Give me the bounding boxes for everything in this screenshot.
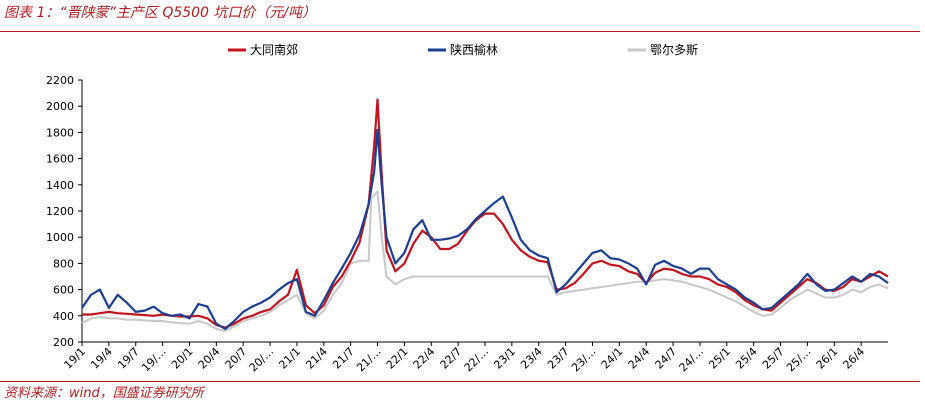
figure-title: 图表 1：“晋陕蒙”主产区 Q5500 坑口价（元/吨） (4, 5, 317, 21)
x-tick-label: 24/… (677, 345, 706, 374)
x-tick-label: 24/4 (626, 345, 653, 372)
x-tick-label: 23/4 (518, 345, 545, 372)
x-tick-label: 21/7 (330, 345, 357, 372)
x-tick-label: 25/4 (733, 345, 760, 372)
x-tick-label: 22/1 (384, 345, 411, 372)
series-line-2 (81, 128, 889, 330)
x-axis: 19/1 19/4 19/719/… 20/1 20/4 20/720/… 21/1 21/4… (61, 341, 888, 374)
coal-price-line-chart: 大同南郊 陕西榆林 鄂尔多斯 200 400 600 800 1000 1200 1400 160… (46, 42, 889, 374)
x-tick-label: 20/1 (169, 345, 196, 372)
y-tick-label: 1200 (46, 205, 74, 218)
x-tick-label: 19/4 (88, 345, 115, 372)
top-divider (0, 31, 920, 32)
x-tick-label: 22/4 (411, 345, 438, 372)
y-tick-label: 1600 (46, 153, 74, 166)
x-tick-label: 21/4 (303, 345, 330, 372)
bottom-divider (0, 381, 920, 382)
x-tick-label: 20/4 (196, 345, 223, 372)
legend-label-2: 陕西榆林 (450, 42, 498, 57)
y-tick-label: 800 (53, 257, 74, 270)
x-tick-label: 22/7 (438, 345, 465, 372)
x-tick-label: 22/… (462, 345, 491, 374)
x-tick-label: 20/… (247, 345, 276, 374)
x-tick-label: 25/1 (706, 345, 733, 372)
x-tick-label: 21/1 (276, 345, 303, 372)
x-tick-label: 23/7 (545, 345, 572, 372)
y-tick-label: 1000 (46, 231, 74, 244)
y-tick-label: 400 (53, 310, 74, 323)
y-tick-label: 1400 (46, 179, 74, 192)
y-tick-label: 600 (53, 284, 74, 297)
x-tick-label: 19/… (139, 345, 168, 374)
y-axis: 200 400 600 800 1000 1200 1400 1600 1800 2000 2200 (46, 74, 83, 349)
y-tick-label: 200 (53, 336, 74, 349)
x-tick-label: 26/4 (841, 345, 868, 372)
y-tick-label: 1800 (46, 126, 74, 139)
x-tick-label: 25/7 (760, 345, 787, 372)
x-tick-label: 23/1 (491, 345, 518, 372)
x-tick-label: 21/… (354, 345, 383, 374)
x-tick-label: 24/1 (599, 345, 626, 372)
series-line-3 (81, 190, 889, 332)
x-tick-label: 24/7 (653, 345, 680, 372)
y-tick-label: 2000 (46, 100, 74, 113)
y-tick-label: 2200 (46, 74, 74, 87)
chart-legend: 大同南郊 陕西榆林 鄂尔多斯 (228, 42, 698, 57)
x-tick-label: 25/… (784, 345, 813, 374)
series-layer (81, 98, 889, 332)
source-note: 资料来源：wind，国盛证券研究所 (4, 386, 204, 401)
legend-label-1: 大同南郊 (250, 42, 298, 57)
series-line-1 (82, 98, 889, 329)
x-tick-label: 23/… (569, 345, 598, 374)
x-tick-label: 20/7 (223, 345, 250, 372)
x-tick-label: 19/7 (115, 345, 142, 372)
x-tick-label: 26/1 (814, 345, 841, 372)
legend-label-3: 鄂尔多斯 (650, 42, 698, 57)
